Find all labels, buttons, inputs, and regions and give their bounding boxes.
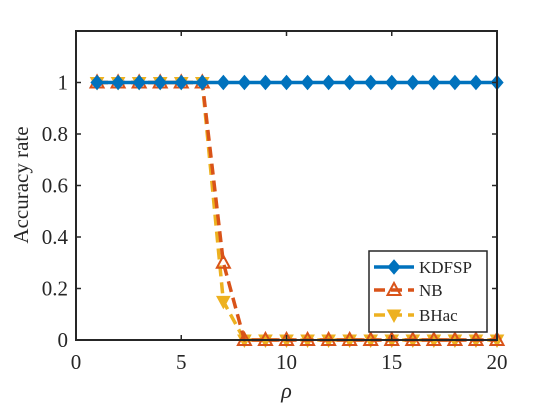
legend-label-kdfsp: KDFSP	[419, 258, 472, 277]
x-tick-label: 0	[71, 350, 82, 374]
ticks-layer: 0 5 10 15 20 0 0.2 0.4 0.6 0.8 1	[42, 31, 508, 374]
point-kdfsp	[216, 74, 231, 91]
x-tick-label: 15	[381, 350, 402, 374]
legend-entry-nb: NB	[374, 280, 443, 300]
point-kdfsp	[111, 74, 125, 91]
point-kdfsp	[427, 74, 441, 91]
point-kdfsp	[237, 74, 252, 91]
series-kdfsp	[90, 74, 504, 91]
point-kdfsp	[385, 74, 399, 91]
point-kdfsp	[195, 74, 209, 91]
point-nb	[215, 253, 232, 269]
legend-marker-bhac	[386, 309, 402, 324]
point-kdfsp	[90, 74, 104, 91]
legend-entry-bhac: BHac	[374, 306, 458, 325]
y-tick-label: 1	[58, 71, 69, 95]
point-kdfsp	[448, 74, 462, 91]
point-kdfsp	[258, 74, 273, 91]
point-kdfsp	[321, 74, 336, 91]
y-tick-label: 0	[58, 328, 69, 352]
point-kdfsp	[342, 74, 357, 91]
point-kdfsp	[364, 74, 378, 91]
x-tick-label: 10	[276, 350, 297, 374]
x-tick-label: 5	[176, 350, 187, 374]
x-tick-label: 20	[487, 350, 508, 374]
y-tick-label: 0.6	[42, 174, 68, 198]
legend-entries: KDFSP NB BHac	[374, 258, 472, 325]
x-axis-label: ρ	[280, 378, 292, 403]
y-axis-label: Accuracy rate	[9, 126, 33, 243]
legend-entry-kdfsp: KDFSP	[374, 258, 472, 277]
point-kdfsp	[153, 74, 167, 91]
y-tick-label: 0.8	[42, 122, 68, 146]
y-tick-label: 0.4	[42, 225, 69, 249]
point-kdfsp	[469, 74, 483, 91]
y-tick-label: 0.2	[42, 277, 68, 301]
point-kdfsp	[174, 74, 188, 91]
point-bhac	[216, 295, 231, 310]
legend-label-nb: NB	[419, 281, 443, 300]
legend-label-bhac: BHac	[419, 306, 458, 325]
legend: KDFSP NB BHac	[368, 250, 488, 333]
legend-marker-nb	[385, 280, 403, 296]
point-kdfsp	[279, 74, 294, 91]
point-kdfsp	[132, 74, 146, 91]
point-kdfsp	[406, 74, 420, 91]
legend-marker-kdfsp	[387, 259, 401, 275]
point-kdfsp	[300, 74, 315, 91]
